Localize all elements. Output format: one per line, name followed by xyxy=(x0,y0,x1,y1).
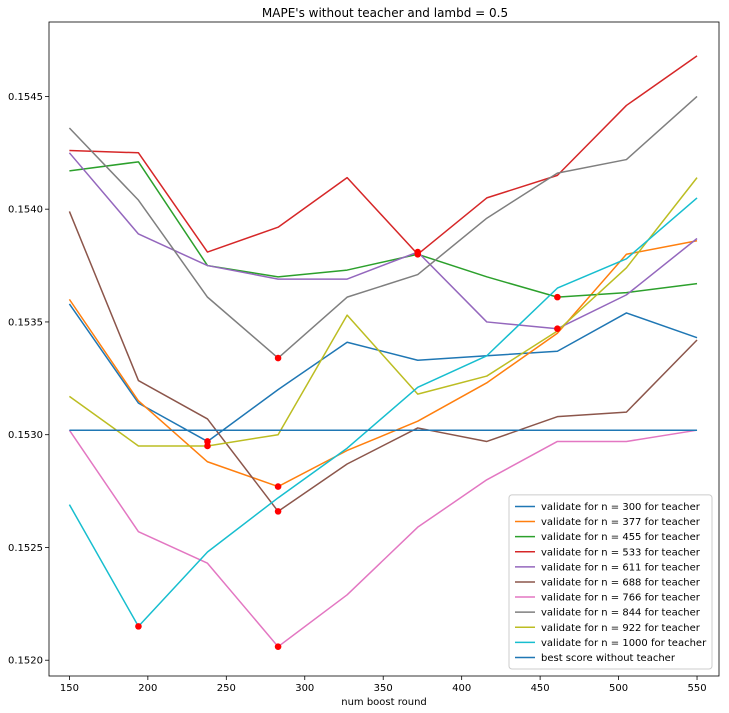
series-line-2 xyxy=(69,161,698,298)
highlight-point-9 xyxy=(554,293,561,301)
series-line-5 xyxy=(68,211,698,513)
legend-label: validate for n = 922 for teacher xyxy=(541,623,701,634)
y-tick-label: 0.1525 xyxy=(8,543,43,554)
x-tick-label: 200 xyxy=(138,683,157,694)
highlight-point-2 xyxy=(204,442,211,450)
legend-label: validate for n = 766 for teacher xyxy=(541,593,701,604)
y-tick-label: 0.1520 xyxy=(8,656,43,667)
series-line-8 xyxy=(68,177,698,447)
y-tick-label: 0.1540 xyxy=(8,205,43,216)
series-line-3 xyxy=(69,55,698,256)
plot-area xyxy=(68,55,698,650)
legend-label: validate for n = 844 for teacher xyxy=(541,608,701,619)
x-tick-label: 450 xyxy=(531,683,550,694)
x-tick-label: 400 xyxy=(452,683,471,694)
x-tick-label: 300 xyxy=(295,683,314,694)
highlight-point-6 xyxy=(274,643,282,650)
y-tick-label: 0.1535 xyxy=(8,317,43,328)
legend-label: validate for n = 300 for teacher xyxy=(541,502,701,513)
x-tick-label: 150 xyxy=(60,683,79,694)
series-line-1 xyxy=(68,240,698,488)
y-axis: 0.1520 0.1525 0.1530 0.1535 0.1540 0.1545 xyxy=(8,92,49,667)
x-tick-label: 350 xyxy=(374,683,393,694)
chart-title: MAPE's without teacher and lambd = 0.5 xyxy=(262,6,508,20)
legend-label: validate for n = 533 for teacher xyxy=(541,547,701,558)
highlight-point-1 xyxy=(204,438,211,445)
highlight-point-3 xyxy=(274,354,282,362)
series-line-9 xyxy=(68,197,698,628)
series-line-7 xyxy=(68,95,698,359)
highlight-point-10 xyxy=(554,325,561,333)
highlight-point-0 xyxy=(135,623,142,630)
legend-box xyxy=(508,494,713,670)
series-line-6 xyxy=(68,429,698,648)
legend-label: best score without teacher xyxy=(541,653,676,664)
legend-label: validate for n = 455 for teacher xyxy=(541,532,701,543)
plot-frame xyxy=(48,21,720,677)
legend-label: validate for n = 611 for teacher xyxy=(541,562,701,573)
highlight-point-5 xyxy=(274,508,282,515)
legend: validate for n = 300 for teacher validate… xyxy=(508,494,713,670)
y-tick-label: 0.1530 xyxy=(8,430,43,441)
series-line-0 xyxy=(68,303,698,443)
highlight-point-8 xyxy=(414,248,422,256)
legend-label: validate for n = 377 for teacher xyxy=(541,517,701,528)
x-axis: 150 200 250 300 350 400 450 500 550 xyxy=(60,676,707,694)
highlight-point-4 xyxy=(274,483,282,490)
x-tick-label: 550 xyxy=(687,683,706,694)
legend-label: validate for n = 1000 for teacher xyxy=(541,638,707,649)
y-tick-label: 0.1545 xyxy=(8,92,43,103)
x-tick-label: 250 xyxy=(217,683,236,694)
x-tick-label: 500 xyxy=(609,683,628,694)
legend-label: validate for n = 688 for teacher xyxy=(541,577,701,588)
x-axis-label: num boost round xyxy=(341,697,427,708)
